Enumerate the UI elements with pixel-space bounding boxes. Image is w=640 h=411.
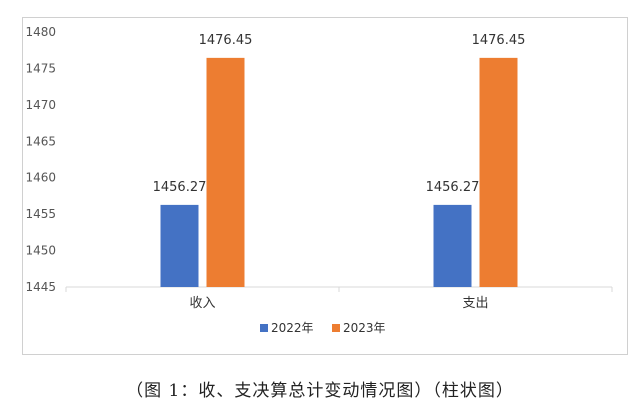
legend-swatch xyxy=(332,324,340,332)
data-label: 1456.27 xyxy=(153,180,207,195)
legend-swatch xyxy=(260,324,268,332)
bar-series2 xyxy=(206,57,245,287)
y-tick-label: 1455 xyxy=(25,207,56,221)
x-category-label: 支出 xyxy=(462,296,488,311)
bar-series2 xyxy=(479,57,518,287)
y-tick-label: 1480 xyxy=(25,25,56,39)
x-category-label: 收入 xyxy=(189,296,215,311)
legend-label: 2023年 xyxy=(343,321,386,335)
y-tick-label: 1475 xyxy=(25,61,56,75)
y-tick-label: 1460 xyxy=(25,171,56,185)
legend-label: 2022年 xyxy=(271,321,314,335)
chart-frame xyxy=(22,17,628,355)
y-tick-label: 1445 xyxy=(25,280,56,294)
figure-caption: （图 1：收、支决算总计变动情况图）（柱状图） xyxy=(126,381,514,401)
bar-series1 xyxy=(433,204,472,287)
data-label: 1456.27 xyxy=(426,180,480,195)
y-tick-label: 1450 xyxy=(25,244,56,258)
data-label: 1476.45 xyxy=(199,33,253,48)
bar-chart: 1445 1450 1455 1460 1465 1470 1475 1480 1456.27 1… xyxy=(25,25,613,335)
data-label: 1476.45 xyxy=(472,33,526,48)
bar-series1 xyxy=(160,204,199,287)
y-tick-label: 1465 xyxy=(25,134,56,148)
y-tick-label: 1470 xyxy=(25,98,56,112)
